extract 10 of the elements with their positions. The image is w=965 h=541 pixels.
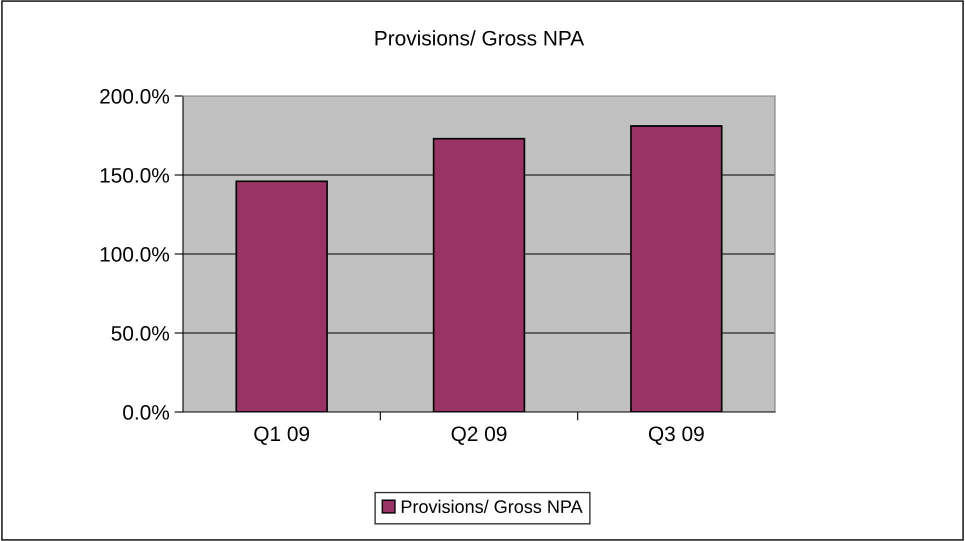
y-tick-label: 100.0% xyxy=(100,247,170,262)
x-tick-label: Q1 09 xyxy=(254,426,310,445)
y-tick-label: 0.0% xyxy=(123,405,170,420)
legend-label: Provisions/ Gross NPA xyxy=(402,500,583,514)
x-tick-label: Q2 09 xyxy=(452,426,506,445)
y-tick-label: 150.0% xyxy=(100,168,170,183)
x-tick-label: Q3 09 xyxy=(648,426,704,445)
y-tick-label: 50.0% xyxy=(112,326,170,341)
chart-title: Provisions/ Gross NPA xyxy=(376,30,584,46)
y-tick-label: 200.0% xyxy=(100,89,170,104)
